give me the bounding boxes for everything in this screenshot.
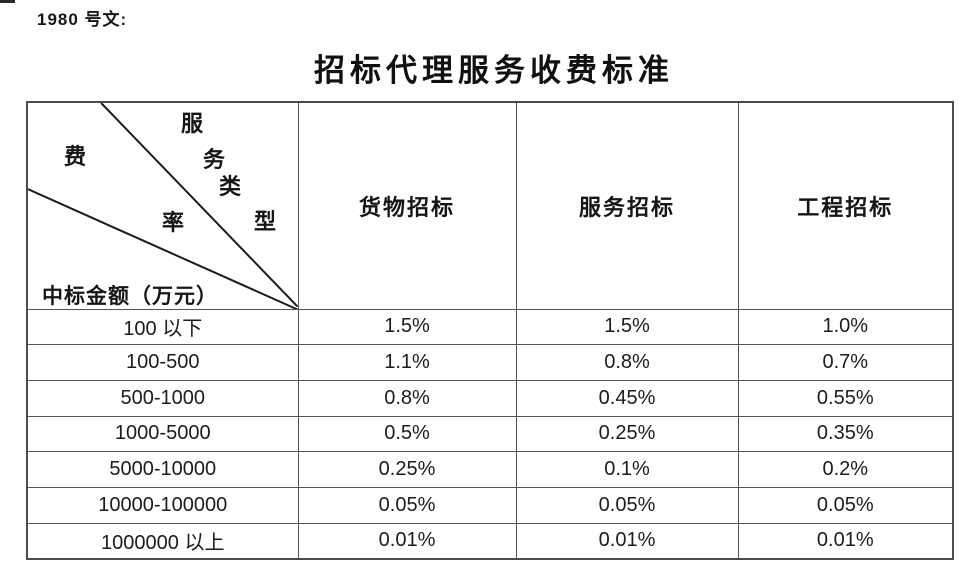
cell-services: 0.05% xyxy=(515,486,739,524)
cell-goods: 0.8% xyxy=(297,379,517,417)
cell-services: 1.5% xyxy=(515,308,739,346)
cell-services: 0.25% xyxy=(515,415,739,453)
table-row: 1000-5000 0.5% 0.25% 0.35% xyxy=(26,415,954,453)
row-label: 500-1000 xyxy=(26,379,299,417)
cell-services: 0.01% xyxy=(515,522,739,560)
table-corner-cell: 服 费 务 类 率 型 中标金额（万元） xyxy=(26,101,299,310)
corner-char-service-3: 类 xyxy=(218,174,242,199)
cell-works: 1.0% xyxy=(737,308,954,346)
corner-char-service-1: 服 xyxy=(180,111,204,136)
cell-works: 0.7% xyxy=(737,344,954,381)
table-row: 100-500 1.1% 0.8% 0.7% xyxy=(26,344,954,381)
table-header-row: 服 费 务 类 率 型 中标金额（万元） 货物招标 服务招标 工程招标 xyxy=(26,101,954,310)
corner-char-service-2: 务 xyxy=(202,147,226,172)
corner-amount-label: 中标金额（万元） xyxy=(42,284,218,308)
cell-goods: 0.01% xyxy=(297,522,517,560)
cell-goods: 1.5% xyxy=(297,308,517,346)
table-row: 10000-100000 0.05% 0.05% 0.05% xyxy=(26,486,954,524)
corner-char-service-4: 型 xyxy=(253,209,277,234)
row-label: 1000-5000 xyxy=(26,415,299,453)
cell-works: 0.01% xyxy=(737,522,954,560)
fee-standard-table: 服 费 务 类 率 型 中标金额（万元） 货物招标 服务招标 工程招标 100 … xyxy=(26,101,954,560)
cell-services: 0.45% xyxy=(515,379,739,417)
cell-works: 0.2% xyxy=(737,451,954,488)
cell-goods: 0.5% xyxy=(297,415,517,453)
table-row: 100 以下 1.5% 1.5% 1.0% xyxy=(26,308,954,346)
row-label: 100 以下 xyxy=(26,308,299,346)
cell-works: 0.55% xyxy=(737,379,954,417)
column-header-services: 服务招标 xyxy=(515,101,739,310)
table-row: 1000000 以上 0.01% 0.01% 0.01% xyxy=(26,522,954,560)
table-row: 500-1000 0.8% 0.45% 0.55% xyxy=(26,379,954,417)
diagonal-line-upper xyxy=(100,103,297,308)
column-header-goods: 货物招标 xyxy=(297,101,517,310)
cell-services: 0.1% xyxy=(515,451,739,488)
row-label: 1000000 以上 xyxy=(26,522,299,560)
cell-goods: 1.1% xyxy=(297,344,517,381)
diagonal-divider-lines xyxy=(28,103,297,308)
page-corner-mark xyxy=(0,0,15,3)
cell-works: 0.35% xyxy=(737,415,954,453)
corner-char-fee-1: 费 xyxy=(63,144,87,169)
corner-char-fee-2: 率 xyxy=(161,210,185,235)
table-row: 5000-10000 0.25% 0.1% 0.2% xyxy=(26,451,954,488)
column-header-works: 工程招标 xyxy=(737,101,954,310)
row-label: 10000-100000 xyxy=(26,486,299,524)
diagonal-line-lower xyxy=(28,188,297,308)
cell-goods: 0.25% xyxy=(297,451,517,488)
row-label: 5000-10000 xyxy=(26,451,299,488)
cell-works: 0.05% xyxy=(737,486,954,524)
cell-services: 0.8% xyxy=(515,344,739,381)
row-label: 100-500 xyxy=(26,344,299,381)
doc-reference: 1980 号文: xyxy=(37,10,128,29)
page-title: 招标代理服务收费标准 xyxy=(314,53,674,88)
cell-goods: 0.05% xyxy=(297,486,517,524)
